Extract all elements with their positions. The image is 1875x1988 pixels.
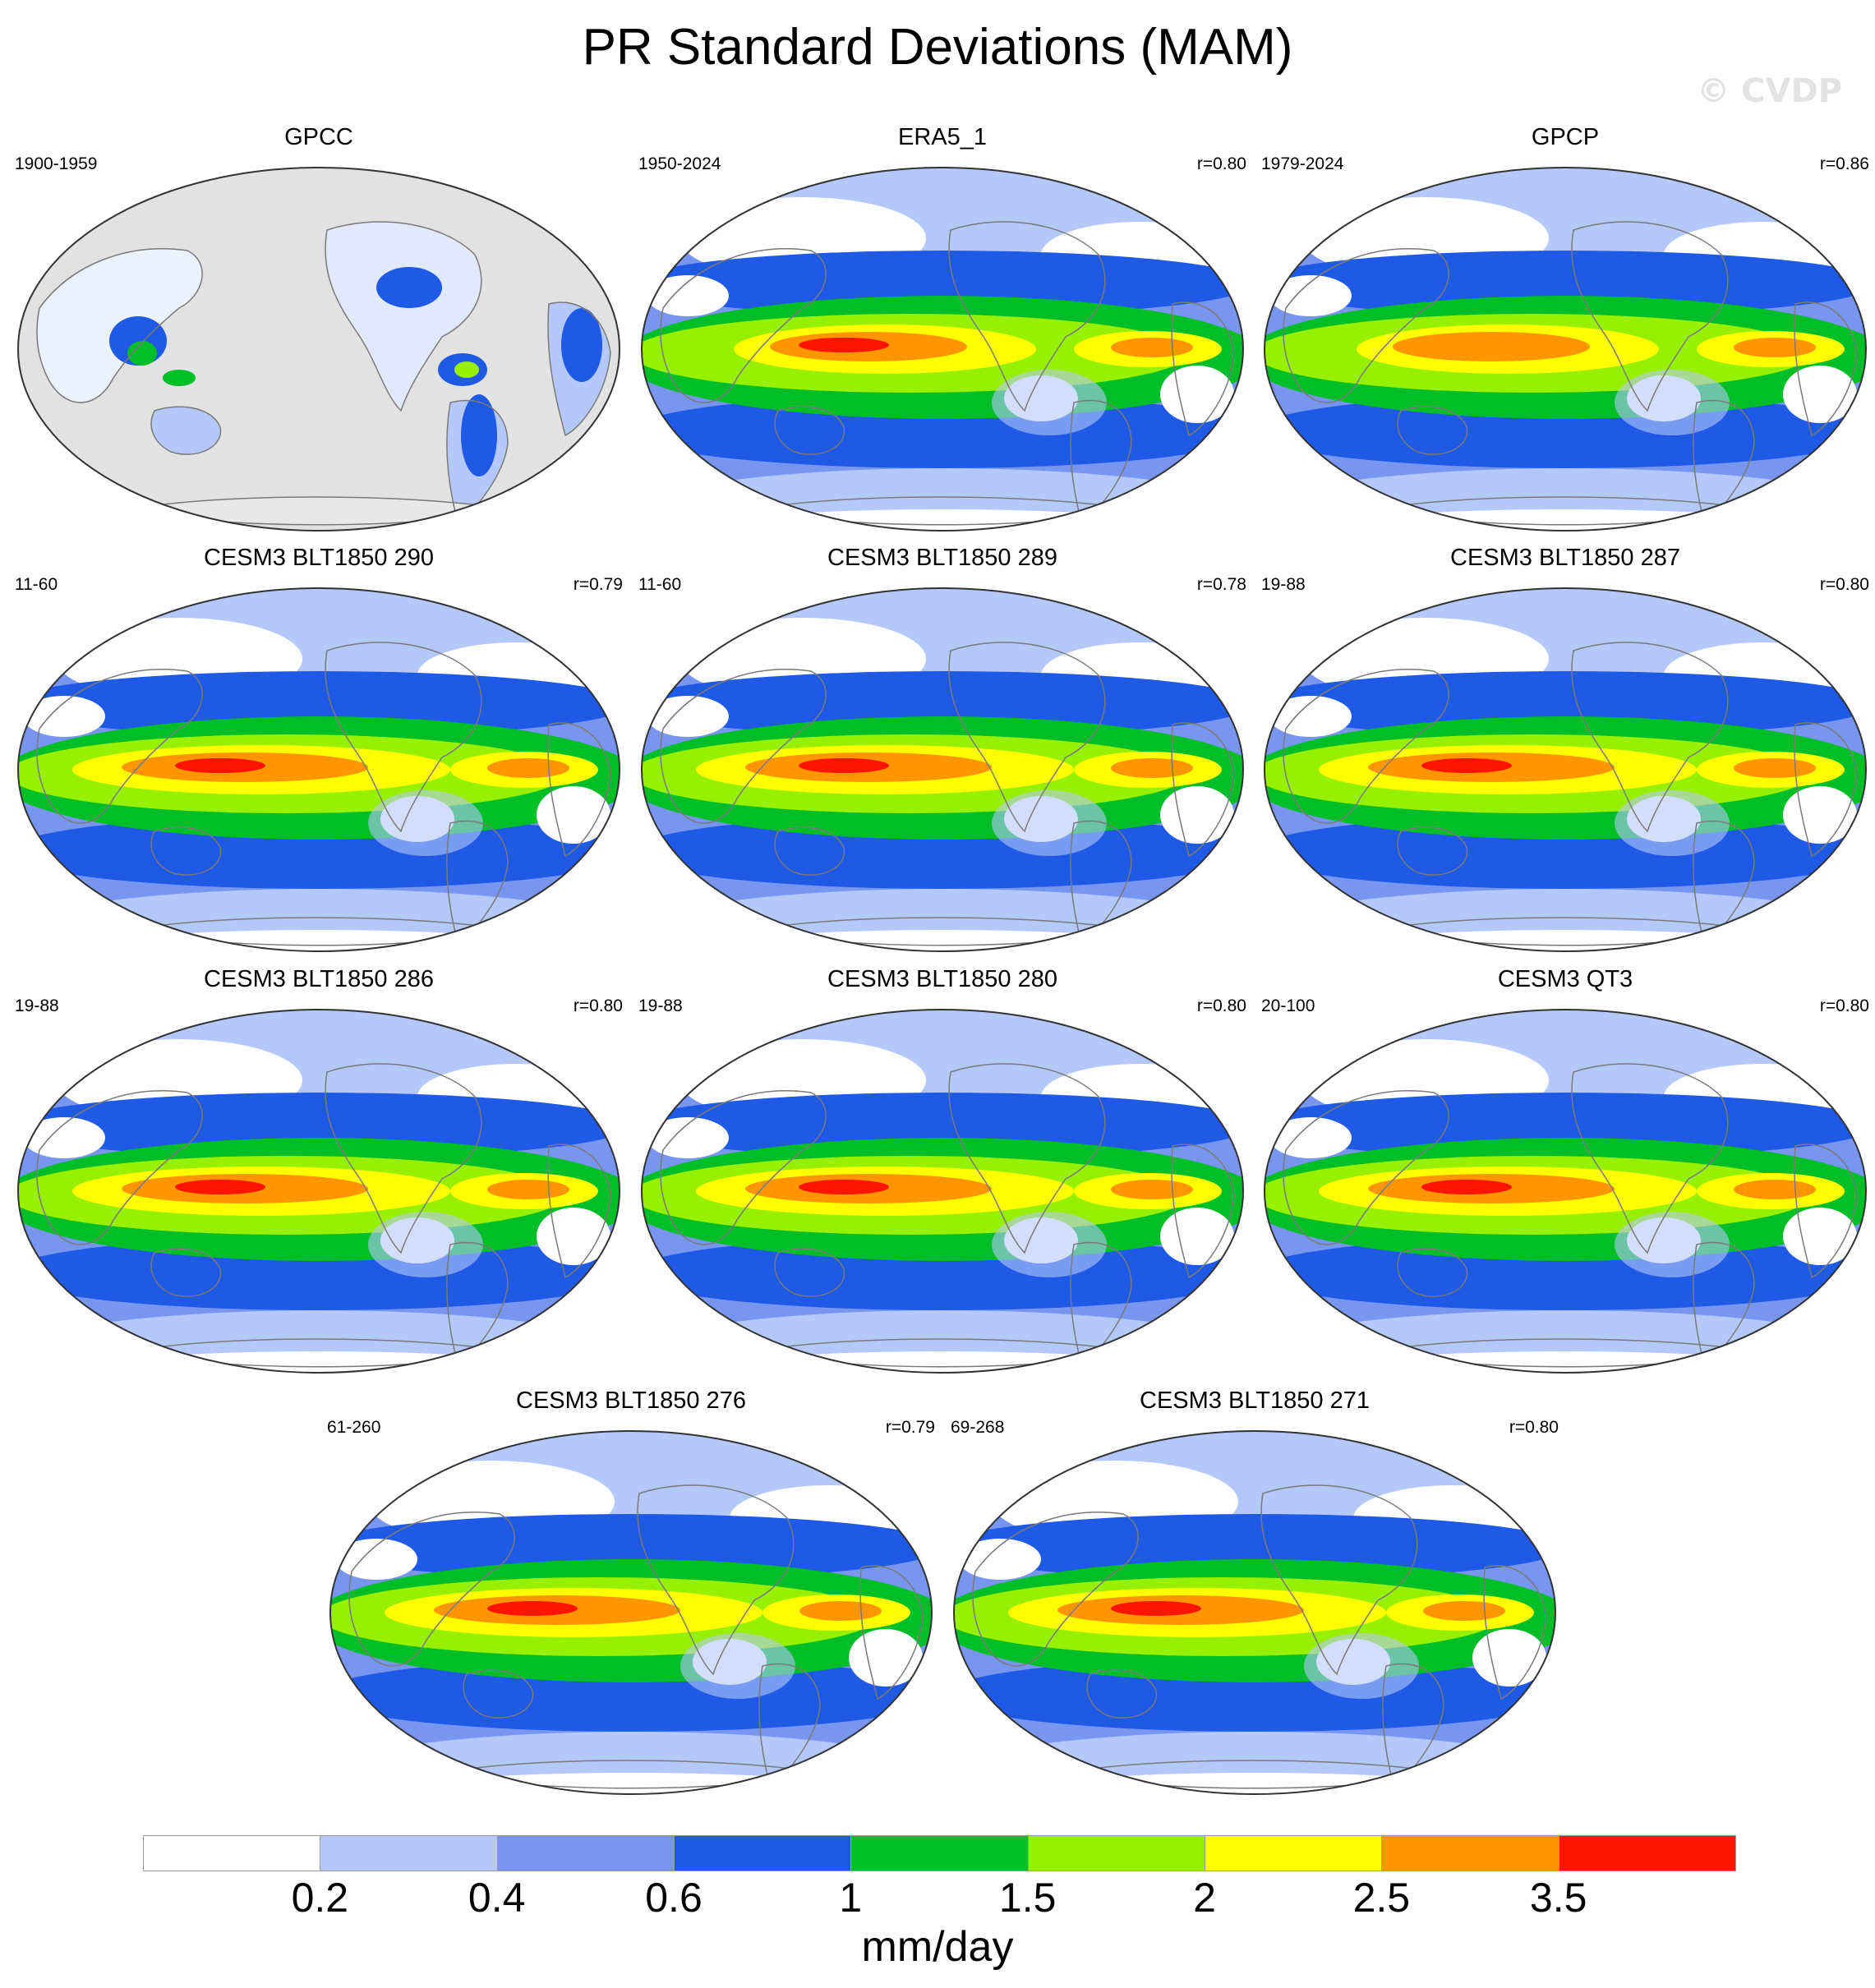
panel-title: CESM3 BLT1850 276 (516, 1387, 746, 1414)
panel-title: GPCP (1531, 124, 1600, 150)
panel-correlation: r=0.78 (1196, 575, 1246, 594)
globe-map (1264, 1009, 1867, 1374)
panel-period: 20-100 (1261, 996, 1315, 1015)
map-panel: ERA5_1 1950-2024 r=0.80 (638, 123, 1246, 534)
colorbar-box (850, 1835, 1029, 1871)
panel-correlation: r=0.80 (1509, 1418, 1559, 1437)
panel-period: 11-60 (638, 575, 682, 594)
globe-map (1264, 587, 1867, 952)
colorbar-tick-label: 0.6 (645, 1875, 703, 1921)
colorbar-tick-label: 0.2 (291, 1875, 349, 1921)
panel-title: CESM3 QT3 (1497, 966, 1633, 992)
panel-correlation: r=0.80 (1196, 154, 1246, 173)
panel-title: CESM3 BLT1850 290 (204, 545, 434, 571)
panel-period: 11-60 (15, 575, 58, 594)
map-panel: CESM3 QT3 20-100 r=0.80 (1261, 965, 1869, 1376)
globe-map (641, 167, 1244, 532)
colorbar-box (320, 1835, 498, 1871)
panel-period: 61-260 (327, 1418, 381, 1437)
figure-title: PR Standard Deviations (MAM) (582, 19, 1293, 76)
panel-title: ERA5_1 (897, 124, 987, 150)
panel-correlation: r=0.79 (573, 575, 623, 594)
colorbar-box (1558, 1835, 1736, 1871)
colorbar-box (1205, 1835, 1383, 1871)
panel-period: 1979-2024 (1261, 154, 1344, 173)
panel-title: CESM3 BLT1850 271 (1140, 1387, 1370, 1414)
globe-map (1264, 167, 1867, 532)
colorbar-box (674, 1835, 852, 1871)
panel-correlation: r=0.80 (1819, 575, 1869, 594)
globe-map (17, 587, 620, 952)
map-panel: CESM3 BLT1850 276 61-260 r=0.79 (327, 1387, 935, 1797)
map-panel: CESM3 BLT1850 286 19-88 r=0.80 (15, 965, 623, 1376)
panel-correlation: r=0.80 (1196, 996, 1246, 1015)
panel-correlation: r=0.86 (1819, 154, 1869, 173)
panel-title: CESM3 BLT1850 287 (1450, 545, 1680, 571)
globe-map (17, 167, 620, 532)
map-panel: GPCP 1979-2024 r=0.86 (1261, 123, 1869, 534)
colorbar (143, 1835, 1736, 1871)
panel-title: CESM3 BLT1850 289 (827, 545, 1057, 571)
colorbar-tick-label: 1.5 (998, 1875, 1057, 1921)
globe-map (329, 1430, 933, 1795)
map-panel: CESM3 BLT1850 271 69-268 r=0.80 (951, 1387, 1559, 1797)
colorbar-tick-label: 2 (1193, 1875, 1216, 1921)
panel-period: 19-88 (638, 996, 683, 1015)
map-panel: CESM3 BLT1850 289 11-60 r=0.78 (638, 544, 1246, 955)
colorbar-unit: mm/day (861, 1923, 1014, 1971)
globe-map (953, 1430, 1556, 1795)
colorbar-box (496, 1835, 675, 1871)
map-panel: GPCC 1900-1959 (15, 123, 623, 534)
panel-correlation: r=0.80 (1819, 996, 1869, 1015)
panel-correlation: r=0.80 (573, 996, 623, 1015)
panel-period: 69-268 (951, 1418, 1005, 1437)
colorbar-box (1381, 1835, 1559, 1871)
panel-period: 1950-2024 (638, 154, 721, 173)
map-panel: CESM3 BLT1850 290 11-60 r=0.79 (15, 544, 623, 955)
colorbar-tick-label: 1 (839, 1875, 863, 1921)
colorbar-tick-label: 0.4 (468, 1875, 526, 1921)
colorbar-box (143, 1835, 321, 1871)
colorbar-tick-label: 3.5 (1529, 1875, 1587, 1921)
map-panel: CESM3 BLT1850 287 19-88 r=0.80 (1261, 544, 1869, 955)
panel-period: 19-88 (1261, 575, 1306, 594)
colorbar-tick-label: 2.5 (1352, 1875, 1411, 1921)
globe-map (641, 1009, 1244, 1374)
watermark: © CVDP (1697, 72, 1842, 110)
map-panel: CESM3 BLT1850 280 19-88 r=0.80 (638, 965, 1246, 1376)
panel-period: 19-88 (15, 996, 59, 1015)
panel-period: 1900-1959 (15, 154, 98, 173)
panel-title: GPCC (284, 124, 353, 150)
globe-map (17, 1009, 620, 1374)
colorbar-box (1027, 1835, 1205, 1871)
globe-map (641, 587, 1244, 952)
panel-title: CESM3 BLT1850 280 (827, 966, 1057, 992)
panel-title: CESM3 BLT1850 286 (204, 966, 434, 992)
panel-correlation: r=0.79 (885, 1418, 935, 1437)
